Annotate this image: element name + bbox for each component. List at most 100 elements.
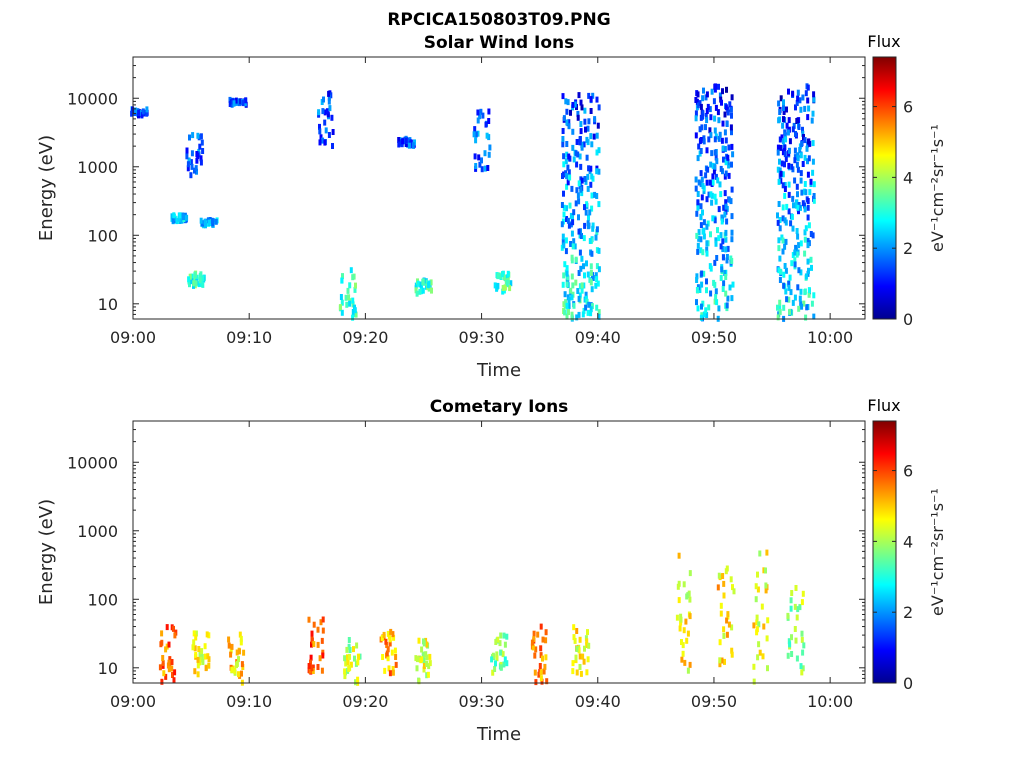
heatmap-cell [696, 204, 700, 211]
heatmap-cell [205, 631, 209, 638]
heatmap-cell [724, 290, 728, 297]
heatmap-cell [323, 139, 327, 146]
heatmap-cell [582, 263, 585, 270]
heatmap-cell [194, 634, 198, 641]
heatmap-cell [695, 287, 699, 293]
heatmap-cell [321, 652, 325, 659]
heatmap-cell [349, 661, 353, 668]
heatmap-cell [394, 661, 398, 668]
heatmap-cell [579, 121, 583, 127]
heatmap-cell [713, 127, 717, 134]
heatmap-cell [686, 667, 690, 674]
heatmap-cell [696, 91, 700, 98]
heatmap-cell [711, 173, 715, 180]
heatmap-cell [807, 138, 810, 145]
heatmap-cell [704, 307, 708, 314]
heatmap-cell [422, 666, 426, 673]
heatmap-cell [752, 678, 756, 685]
heatmap-cell [762, 623, 766, 630]
heatmap-cell [227, 642, 231, 649]
heatmap-cell [356, 659, 360, 666]
heatmap-cell [727, 172, 731, 179]
heatmap-cell [807, 105, 811, 112]
heatmap-cell [344, 659, 348, 666]
heatmap-cell [389, 628, 393, 635]
heatmap-cell [186, 161, 190, 168]
heatmap-cell [723, 111, 727, 118]
heatmap-cell [575, 628, 579, 634]
heatmap-cell [595, 263, 599, 270]
heatmap-cell [757, 621, 761, 628]
heatmap-cell [141, 108, 145, 115]
heatmap-cell [580, 282, 584, 289]
heatmap-cell [584, 635, 588, 642]
heatmap-cell [700, 303, 703, 310]
heatmap-cell [199, 159, 203, 166]
heatmap-cell [207, 219, 211, 226]
heatmap-cell [563, 261, 567, 268]
heatmap-cell [571, 144, 575, 151]
heatmap-cell [490, 656, 494, 663]
heatmap-cell [422, 663, 426, 669]
heatmap-cell [718, 92, 722, 99]
heatmap-cell [585, 136, 589, 143]
heatmap-cell [317, 109, 321, 116]
heatmap-cell [778, 225, 782, 232]
heatmap-cell [719, 165, 723, 172]
heatmap-cell [229, 647, 233, 654]
heatmap-cell [327, 94, 331, 101]
heatmap-cell [812, 193, 816, 199]
panel-solar-wind: Solar Wind Ions 09:00 09:10 09:20 09:30 09:4… [36, 32, 947, 381]
heatmap-cell [716, 227, 719, 234]
heatmap-cell [695, 273, 699, 280]
heatmap-cell [761, 653, 765, 660]
heatmap-cell [717, 135, 721, 142]
heatmap-cell [801, 94, 805, 101]
heatmap-cell [570, 273, 574, 280]
heatmap-cell [695, 210, 699, 217]
heatmap-cell [794, 637, 798, 644]
heatmap-cell [711, 215, 715, 222]
heatmap-cell [590, 303, 594, 310]
heatmap-cell [563, 291, 567, 298]
heatmap-cell [800, 599, 804, 606]
heatmap-cell [730, 213, 734, 220]
colorbar-unit-label: eV⁻¹cm⁻²sr⁻¹s⁻¹ [928, 124, 947, 252]
panel-title: Cometary Ions [430, 397, 569, 417]
heatmap-cell [348, 282, 352, 289]
heatmap-cell [803, 229, 807, 236]
heatmap-cell [804, 189, 808, 196]
heatmap-cell [419, 657, 423, 664]
heatmap-cell [565, 173, 569, 180]
heatmap-cell [310, 637, 314, 644]
heatmap-cell [805, 145, 809, 152]
heatmap-cell [808, 189, 812, 196]
heatmap-cell [565, 151, 569, 158]
heatmap-cell [427, 285, 431, 292]
heatmap-cell [321, 616, 325, 623]
heatmap-cell [411, 142, 415, 149]
heatmap-cell [725, 302, 729, 309]
heatmap-cell [308, 667, 312, 674]
heatmap-cell [726, 611, 730, 618]
heatmap-cell [505, 279, 509, 286]
heatmap-cell [571, 102, 575, 108]
heatmap-cell [595, 168, 599, 175]
heatmap-cell [347, 637, 351, 643]
heatmap-cell [173, 632, 177, 639]
heatmap-cell [318, 123, 321, 130]
heatmap-cell [564, 98, 568, 105]
heatmap-cell [573, 243, 577, 250]
heatmap-cell [756, 654, 760, 661]
heatmap-cell [196, 671, 200, 678]
heatmap-cell [730, 94, 734, 101]
heatmap-cell [387, 665, 391, 672]
heatmap-cell [425, 641, 429, 648]
heatmap-cell [204, 222, 207, 229]
heatmap-cell [794, 104, 797, 111]
heatmap-cell [804, 314, 808, 321]
heatmap-cell [705, 312, 709, 318]
heatmap-cell [793, 177, 797, 184]
heatmap-cell [172, 212, 176, 219]
heatmap-cell [787, 147, 791, 154]
